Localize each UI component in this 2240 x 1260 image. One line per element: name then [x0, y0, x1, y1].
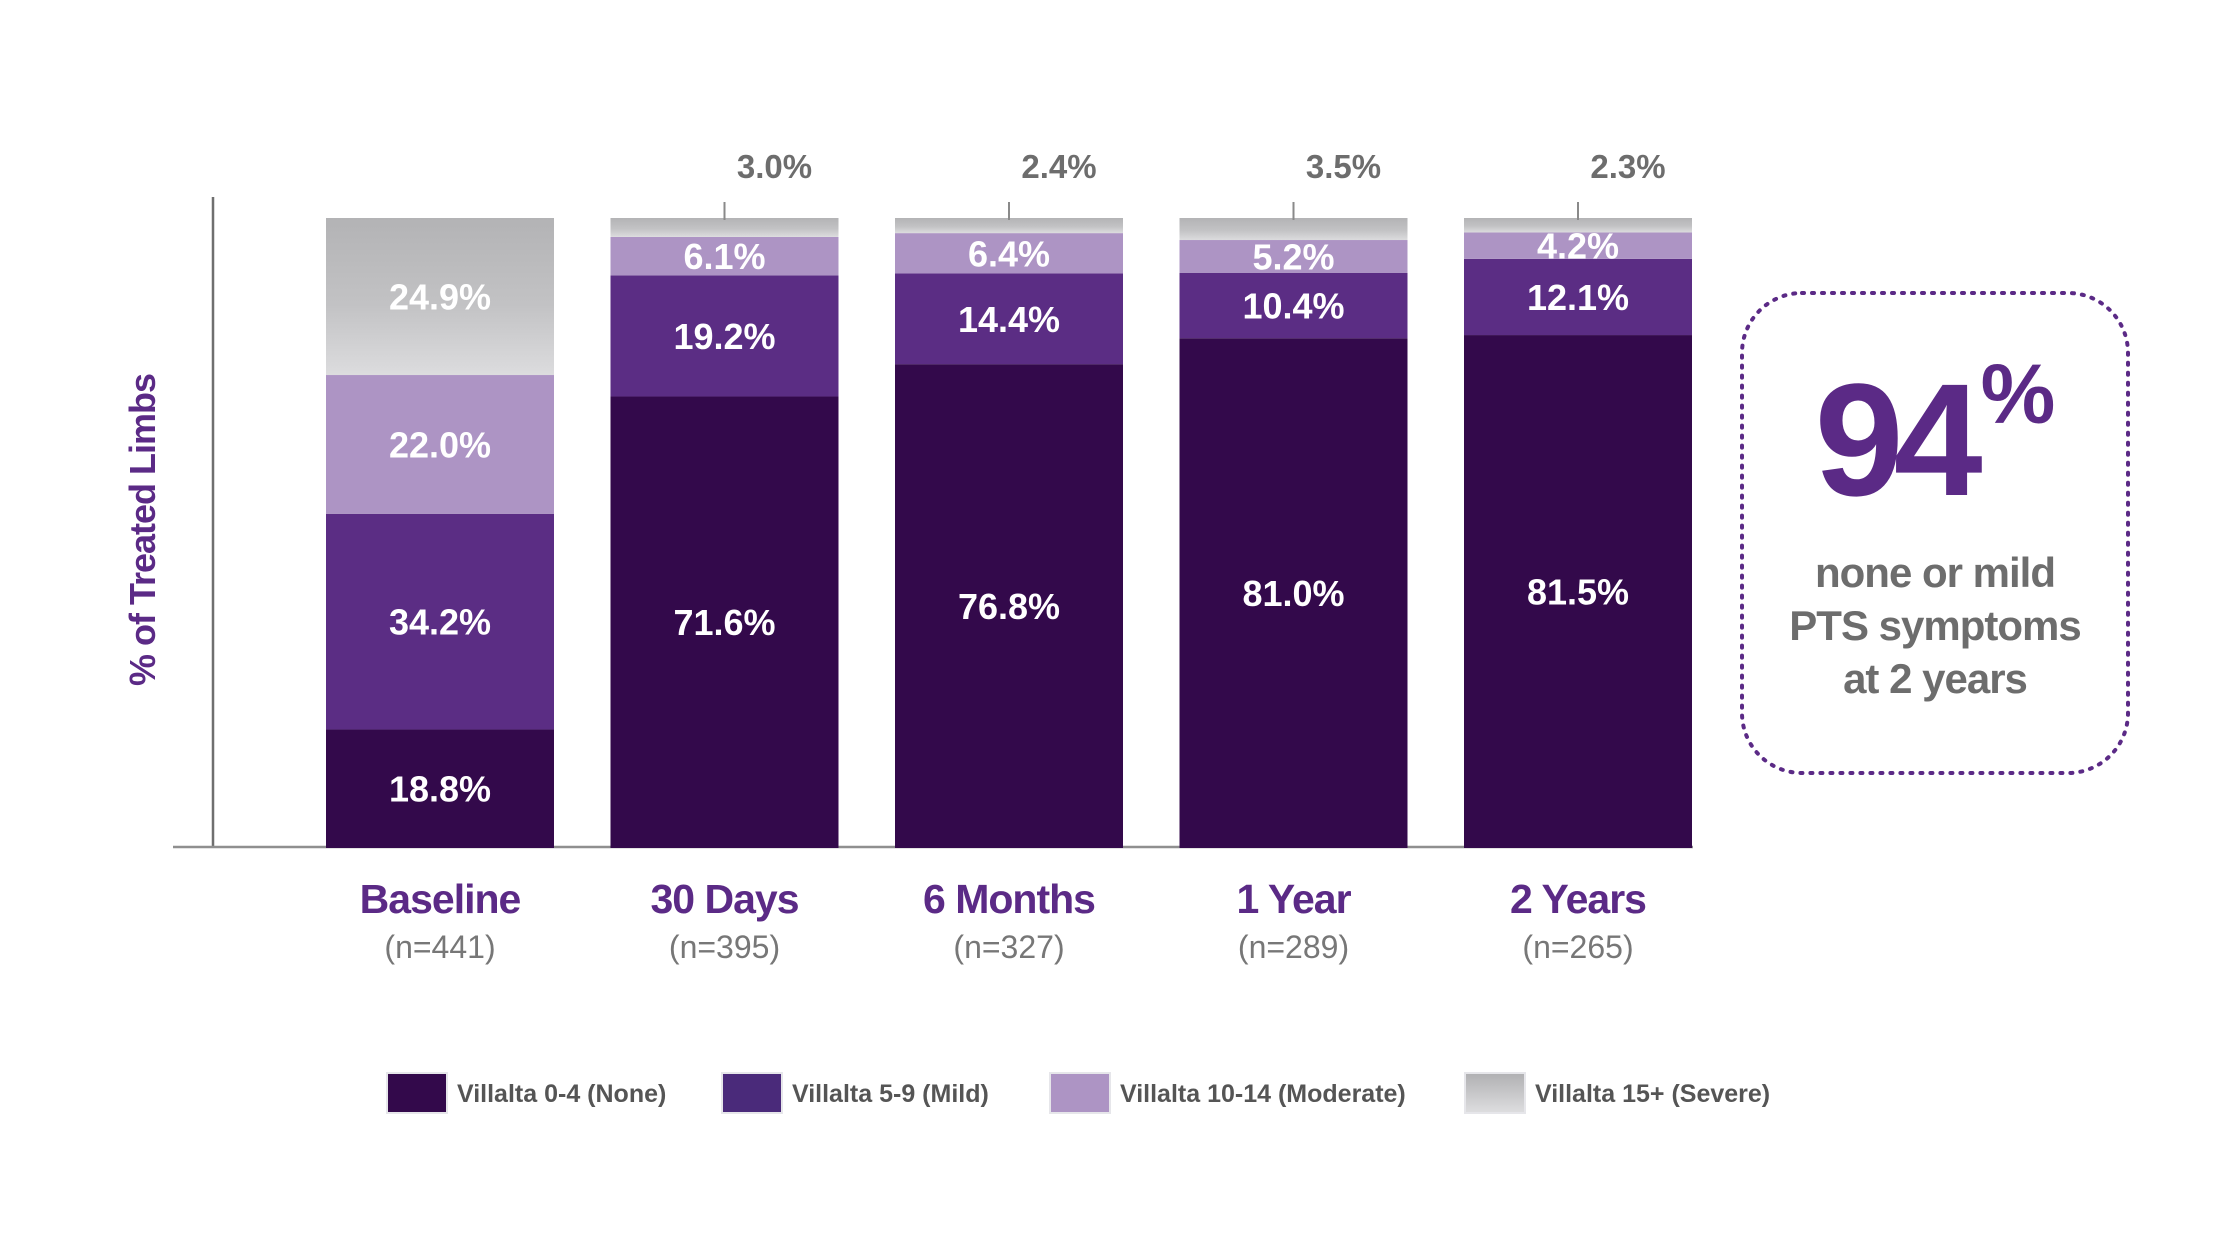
category-label: 2 Years — [1510, 876, 1646, 922]
callout-unit: % — [1981, 347, 2056, 441]
bar-segment — [895, 364, 1123, 848]
bar-segment — [1179, 338, 1408, 848]
severe-value-label: 3.0% — [737, 148, 812, 185]
legend-swatch — [1464, 1072, 1526, 1114]
segment-value-label: 81.5% — [1527, 572, 1629, 613]
bar-segment — [610, 396, 839, 848]
callout-box: 94% none or mild PTS symptoms at 2 years — [1740, 291, 2130, 775]
y-axis-label: % of Treated Limbs — [122, 374, 163, 686]
segment-value-label: 19.2% — [673, 316, 775, 357]
segment-value-label: 6.1% — [683, 236, 765, 277]
legend: Villalta 0-4 (None) Villalta 5-9 (Mild) Vi… — [386, 1072, 1770, 1114]
bar-segment — [895, 273, 1123, 365]
bar-segment — [1464, 232, 1692, 259]
segment-value-label: 22.0% — [389, 424, 491, 465]
severe-value-label: 2.4% — [1021, 148, 1096, 185]
bar-segment — [1179, 240, 1408, 273]
top-labels-group: 3.0% 2.4% 3.5% 2.3% — [723, 148, 1666, 220]
bar-segment — [610, 275, 839, 397]
bar-segment — [1464, 258, 1692, 336]
category-label: Baseline — [360, 876, 521, 922]
category-label: 30 Days — [650, 876, 798, 922]
bar-segment — [326, 375, 554, 514]
bar-segment — [326, 729, 554, 848]
bar-segment — [326, 513, 554, 730]
bar-segment — [1464, 335, 1692, 848]
sample-size-label: (n=289) — [1238, 929, 1349, 965]
category-labels-group: Baseline (n=441) 30 Days (n=395) 6 Months (n=… — [360, 876, 1647, 965]
segment-value-label: 76.8% — [958, 586, 1060, 627]
bar-segment — [610, 218, 839, 237]
sample-size-label: (n=395) — [669, 929, 780, 965]
legend-swatch — [721, 1072, 783, 1114]
legend-label: Villalta 0-4 (None) — [457, 1080, 666, 1108]
bars-group — [326, 218, 1692, 848]
segment-value-label: 18.8% — [389, 769, 491, 810]
segment-labels-group: 18.8% 34.2% 22.0% 24.9% 71.6% 19.2% 6.1% 76.8% 1… — [389, 226, 1629, 810]
severe-value-label: 2.3% — [1590, 148, 1665, 185]
legend-label: Villalta 5-9 (Mild) — [792, 1080, 989, 1108]
segment-value-label: 24.9% — [389, 277, 491, 318]
legend-swatch — [386, 1072, 448, 1114]
segment-value-label: 81.0% — [1242, 573, 1344, 614]
callout-line-2: PTS symptoms — [1789, 602, 2080, 649]
category-label: 1 Year — [1236, 876, 1351, 922]
legend-swatch — [1049, 1072, 1111, 1114]
bar-segment — [1179, 272, 1408, 339]
legend-label: Villalta 15+ (Severe) — [1535, 1080, 1770, 1108]
callout-value: 94 — [1815, 350, 1983, 529]
bar-segment — [1464, 218, 1692, 233]
bar-segment — [895, 218, 1123, 234]
segment-value-label: 12.1% — [1527, 277, 1629, 318]
callout-value-text: 94% — [1815, 347, 2056, 529]
segment-value-label: 10.4% — [1242, 285, 1344, 326]
callout-line-1: none or mild — [1815, 549, 2055, 596]
sample-size-label: (n=327) — [953, 929, 1064, 965]
bar-segment — [610, 236, 839, 276]
category-label: 6 Months — [923, 876, 1095, 922]
callout-border — [1740, 291, 2130, 775]
bar-segment — [326, 218, 554, 376]
segment-value-label: 71.6% — [673, 602, 775, 643]
segment-value-label: 4.2% — [1537, 226, 1619, 267]
bar-segment — [895, 233, 1123, 274]
segment-value-label: 6.4% — [968, 233, 1050, 274]
callout-line-3: at 2 years — [1843, 655, 2027, 702]
sample-size-label: (n=441) — [384, 929, 495, 965]
severe-value-label: 3.5% — [1306, 148, 1381, 185]
legend-label: Villalta 10-14 (Moderate) — [1120, 1080, 1406, 1108]
sample-size-label: (n=265) — [1522, 929, 1633, 965]
segment-value-label: 34.2% — [389, 602, 491, 643]
segment-value-label: 5.2% — [1252, 236, 1334, 277]
bar-segment — [1179, 218, 1408, 241]
segment-value-label: 14.4% — [958, 299, 1060, 340]
